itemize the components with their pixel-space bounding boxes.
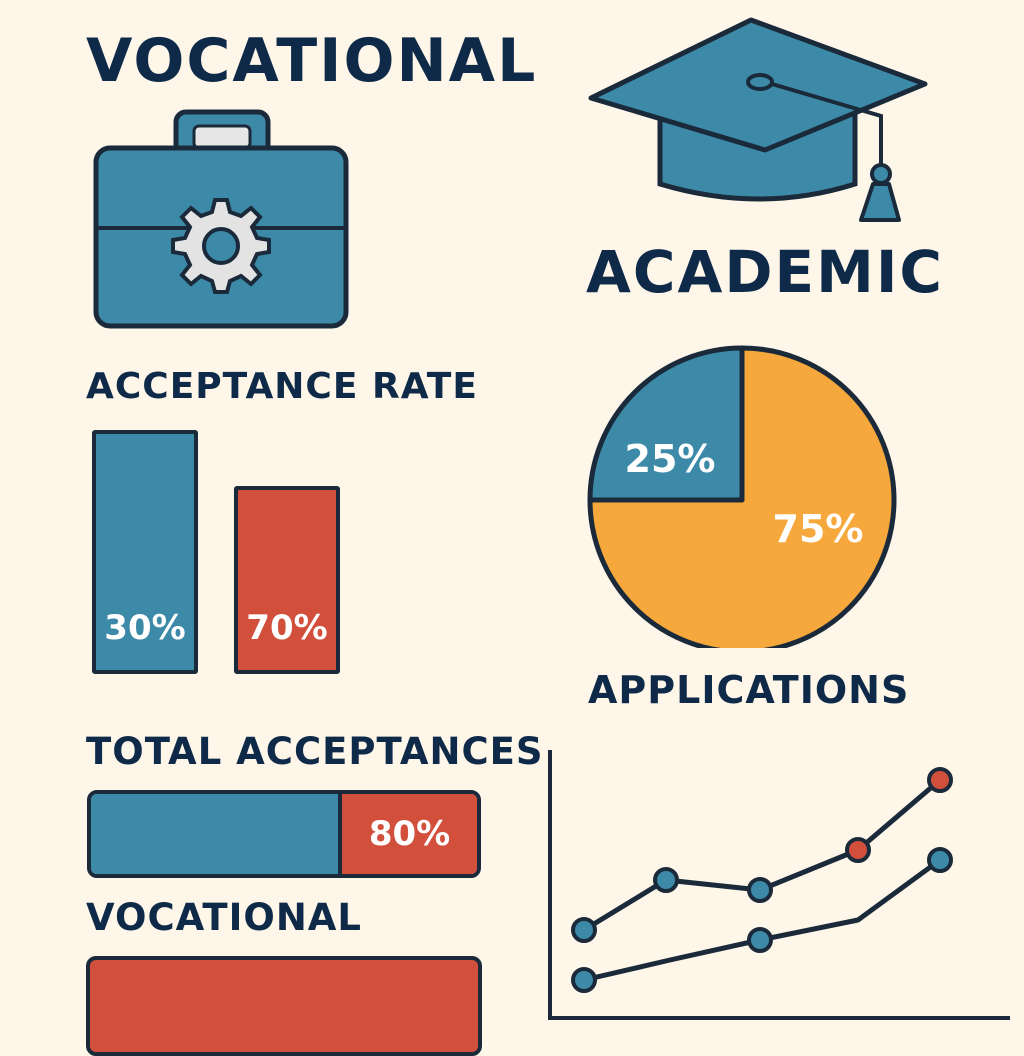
acceptance-rate-title: ACCEPTANCE RATE <box>86 366 478 407</box>
briefcase-gear-icon <box>93 109 349 329</box>
trend-axes <box>548 750 1010 1020</box>
trend-series-1-point-2 <box>747 927 773 953</box>
acceptance-bar-1-label: 70% <box>246 608 328 648</box>
title-academic: ACADEMIC <box>586 238 944 306</box>
applications-title: APPLICATIONS <box>588 668 910 712</box>
pie-label-0: 25% <box>625 437 716 481</box>
applications-pie-chart: 25% 75% <box>587 345 897 648</box>
trend-series-0-line <box>582 778 942 933</box>
pie-slice-1 <box>587 345 897 648</box>
trend-series-0-point-4 <box>927 767 953 793</box>
total-acceptances-segment-blue <box>91 794 343 874</box>
graduation-cap-icon <box>588 17 928 222</box>
trend-series-0-point-1 <box>653 867 679 893</box>
trend-series-1-point-0 <box>571 967 597 993</box>
trend-series-0-point-0 <box>571 917 597 943</box>
total-acceptances-segment-red: 80% <box>342 794 477 874</box>
title-vocational: VOCATIONAL <box>86 26 538 96</box>
trend-series-0-point-2 <box>747 877 773 903</box>
total-acceptances-bar: 80% <box>87 790 481 878</box>
acceptance-bar-0-label: 30% <box>104 608 186 648</box>
total-acceptances-title: TOTAL ACCEPTANCES <box>86 730 544 773</box>
total-acceptances-label: 80% <box>368 814 451 854</box>
trend-line-chart <box>548 750 1010 1020</box>
vocational-subtitle: VOCATIONAL <box>86 896 362 939</box>
vocational-bar <box>86 956 482 1056</box>
acceptance-bar-0: 30% <box>92 430 198 674</box>
acceptance-bar-1: 70% <box>234 486 340 674</box>
pie-slice-0 <box>587 345 745 503</box>
pie-label-1: 75% <box>773 507 864 551</box>
acceptance-rate-bar-chart: 30% 70% <box>80 420 370 690</box>
trend-series-1-point-4 <box>927 847 953 873</box>
trend-series-0-point-3 <box>845 837 871 863</box>
